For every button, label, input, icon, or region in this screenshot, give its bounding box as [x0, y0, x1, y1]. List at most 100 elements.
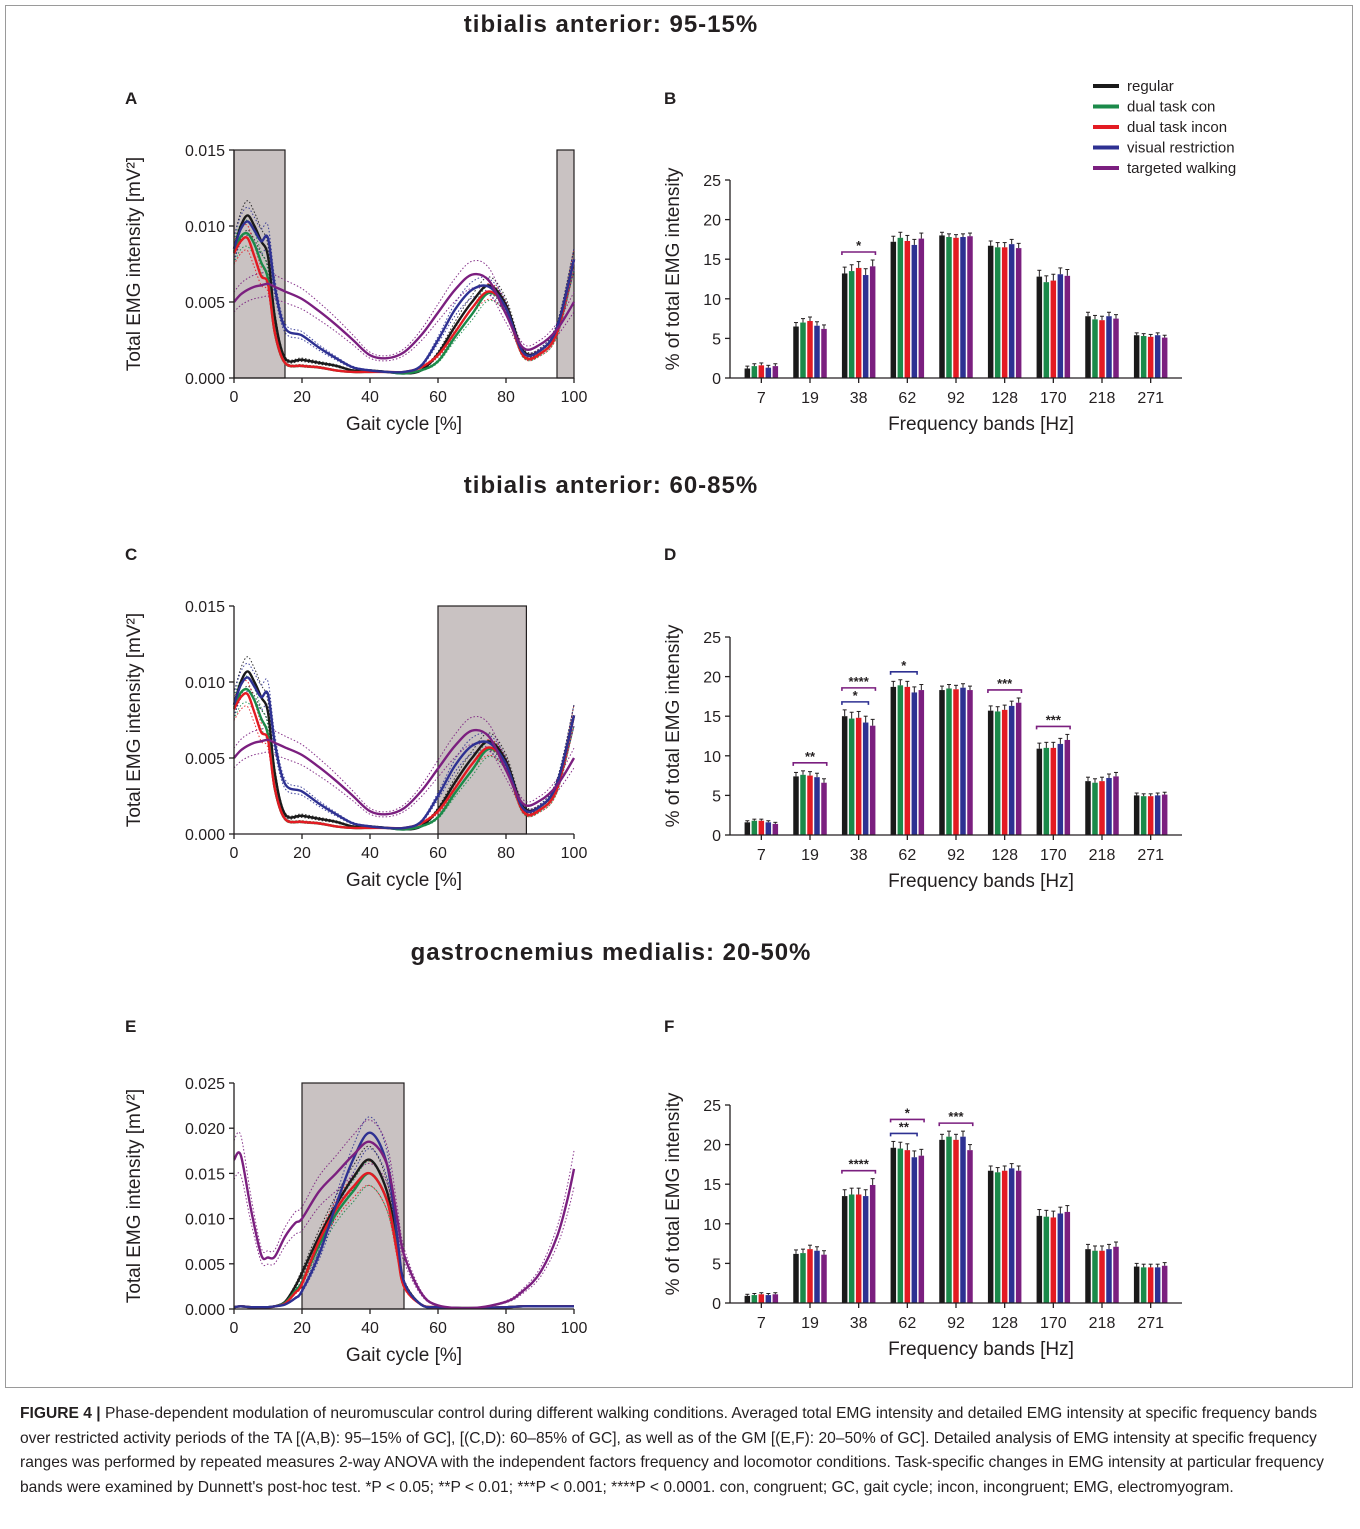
panel-letter: A [125, 89, 137, 108]
x-tick-label: 271 [1137, 390, 1164, 407]
bar-regular [891, 687, 897, 835]
bar-panel-F: F7 19 38 62 92 128 170 218 271******* ***05101520… [663, 1017, 1182, 1360]
section-title: tibialis anterior: 60-85% [464, 472, 758, 499]
section-title: gastrocnemius medialis: 20-50% [411, 939, 812, 966]
bar-visual [1009, 706, 1015, 835]
y-tick-label: 0 [712, 371, 721, 388]
bar-dual_incon [807, 321, 813, 378]
bar-visual [1009, 1168, 1015, 1303]
bar-regular [939, 1140, 945, 1303]
x-axis-label: Frequency bands [Hz] [888, 414, 1074, 435]
x-tick-label: 20 [293, 389, 311, 406]
panel-letter: D [664, 545, 676, 564]
bar-visual [1009, 244, 1015, 378]
x-tick-label: 128 [991, 1315, 1018, 1332]
y-tick-label: 5 [712, 1256, 721, 1273]
bar-regular [939, 690, 945, 835]
y-tick-label: 20 [703, 213, 721, 230]
bar-visual [912, 245, 918, 378]
bar-dual_incon [1099, 781, 1105, 835]
y-tick-label: 0.005 [185, 1257, 225, 1274]
bar-regular [1134, 1267, 1140, 1303]
bar-dual_con [995, 1172, 1001, 1303]
bar-targeted [773, 366, 779, 378]
bar-dual_incon [807, 776, 813, 835]
bar-dual_con [800, 323, 806, 378]
x-tick-label: 100 [561, 1320, 588, 1337]
x-tick-label: 100 [561, 845, 588, 862]
bar-targeted [870, 726, 876, 835]
bar-panel-D: D7 19 38 62 92 128 170 218 271**************0510… [663, 545, 1182, 892]
bar-dual_incon [953, 1140, 959, 1303]
y-tick-label: 25 [703, 173, 721, 190]
bar-visual [912, 692, 918, 835]
bar-dual_incon [856, 268, 862, 378]
y-axis-label: % of total EMG intensity [663, 624, 684, 827]
bar-dual_incon [759, 821, 765, 835]
bar-dual_incon [953, 689, 959, 835]
x-axis-label: Gait cycle [%] [346, 1345, 462, 1366]
bar-dual_con [1141, 796, 1147, 835]
bar-regular [1134, 795, 1140, 835]
x-tick-label: 62 [898, 390, 916, 407]
bar-visual [814, 326, 820, 378]
y-tick-label: 0.005 [185, 295, 225, 312]
x-tick-label: 92 [947, 847, 965, 864]
bar-dual_con [946, 237, 952, 378]
bar-dual_incon [1002, 247, 1008, 378]
caption-lead: FIGURE 4 | [20, 1405, 101, 1422]
x-tick-label: 218 [1089, 390, 1116, 407]
bar-dual_con [752, 366, 758, 378]
bar-visual [912, 1157, 918, 1303]
bar-regular [988, 711, 994, 835]
bar-targeted [773, 1294, 779, 1303]
x-axis-label: Frequency bands [Hz] [888, 1339, 1074, 1360]
bar-regular [939, 235, 945, 378]
bar-targeted [821, 783, 827, 835]
x-tick-label: 7 [757, 847, 766, 864]
x-tick-label: 271 [1137, 1315, 1164, 1332]
significance-stars: **** [849, 1157, 870, 1172]
bar-regular [1037, 277, 1043, 378]
chart-legend: regulardual task condual task inconvisua… [1093, 78, 1236, 177]
x-tick-label: 92 [947, 1315, 965, 1332]
panel-letter: C [125, 545, 137, 564]
bar-dual_incon [1148, 337, 1154, 378]
bar-panel-B: B7 19 38 62 92 128 170 218 271*0510152025Frequen… [663, 89, 1182, 435]
x-tick-label: 128 [991, 847, 1018, 864]
x-tick-label: 7 [757, 1315, 766, 1332]
bar-visual [960, 688, 966, 835]
bar-regular [1134, 335, 1140, 378]
y-tick-label: 0.005 [185, 751, 225, 768]
bar-targeted [1113, 1247, 1119, 1303]
legend-label: dual task con [1127, 99, 1215, 116]
bar-visual [1106, 1249, 1112, 1303]
bar-dual_incon [1051, 748, 1057, 835]
y-axis-label: % of total EMG intensity [663, 1092, 684, 1295]
bar-dual_con [752, 1295, 758, 1303]
y-tick-label: 0 [712, 828, 721, 845]
bar-dual_con [800, 775, 806, 835]
significance-stars: * [905, 1105, 911, 1120]
y-tick-label: 15 [703, 1177, 721, 1194]
bar-targeted [821, 329, 827, 378]
y-tick-label: 0.015 [185, 1166, 225, 1183]
x-tick-label: 19 [801, 847, 819, 864]
x-tick-label: 62 [898, 847, 916, 864]
bar-dual_con [898, 238, 904, 378]
y-axis-label: Total EMG intensity [mV²] [124, 157, 145, 371]
x-axis-label: Gait cycle [%] [346, 870, 462, 891]
y-tick-label: 15 [703, 252, 721, 269]
y-tick-label: 25 [703, 630, 721, 647]
x-tick-label: 60 [429, 389, 447, 406]
line-panel-A: A0 20 40 60 80 1000.0000.0050.0100.015Gait cy… [124, 89, 587, 435]
bar-regular [745, 368, 751, 378]
bar-targeted [967, 236, 973, 378]
bar-targeted [919, 690, 925, 835]
bar-visual [863, 1196, 869, 1303]
bar-visual [960, 237, 966, 378]
bar-dual_con [1044, 282, 1050, 378]
bar-regular [842, 273, 848, 378]
x-tick-label: 80 [497, 1320, 515, 1337]
bar-targeted [1113, 776, 1119, 835]
